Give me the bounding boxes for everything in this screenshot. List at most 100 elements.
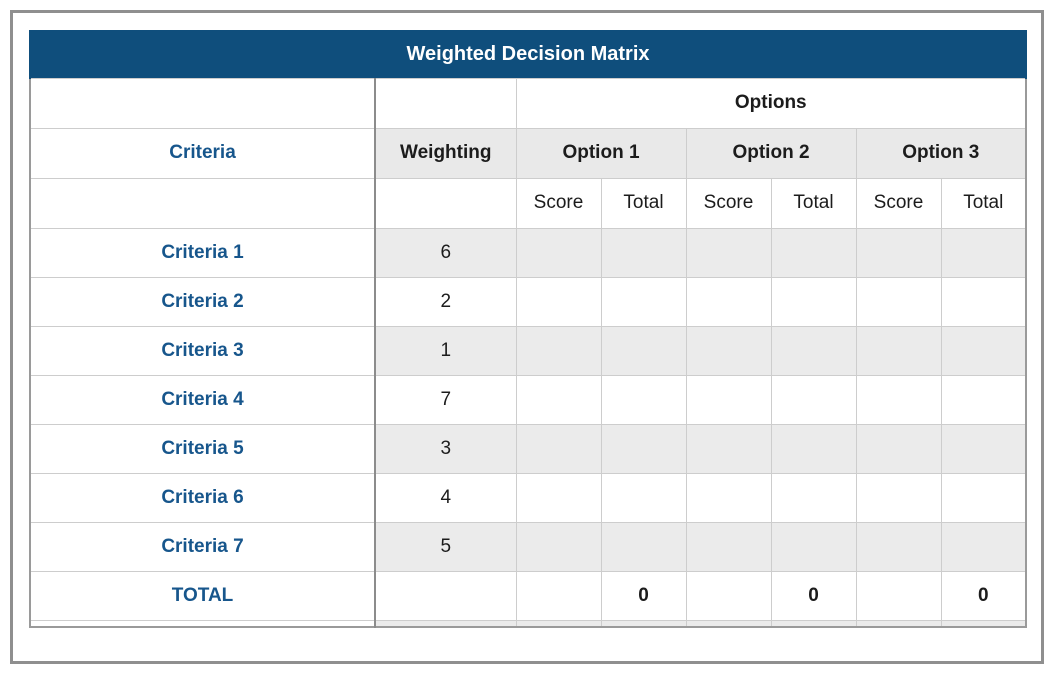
empty-cell bbox=[600, 619, 687, 628]
total-cell[interactable] bbox=[770, 227, 857, 278]
total-cell[interactable] bbox=[940, 472, 1027, 523]
weighting-column-header: Weighting bbox=[374, 127, 517, 179]
total-cell[interactable] bbox=[600, 325, 687, 376]
empty-cell bbox=[685, 619, 772, 628]
criteria-row: Criteria 1 6 bbox=[29, 227, 1027, 278]
criteria-label: Criteria 6 bbox=[29, 472, 376, 523]
option-2-total-header: Total bbox=[770, 177, 857, 229]
score-cell[interactable] bbox=[515, 570, 602, 621]
score-cell[interactable] bbox=[855, 570, 942, 621]
total-cell[interactable] bbox=[770, 276, 857, 327]
criteria-row: Criteria 4 7 bbox=[29, 374, 1027, 425]
criteria-label: Criteria 7 bbox=[29, 521, 376, 572]
score-cell[interactable] bbox=[685, 325, 772, 376]
empty-cell bbox=[29, 177, 376, 229]
weighting-value[interactable]: 1 bbox=[374, 325, 517, 376]
total-cell[interactable] bbox=[940, 423, 1027, 474]
total-cell[interactable] bbox=[940, 521, 1027, 572]
score-cell[interactable] bbox=[685, 227, 772, 278]
criteria-row: Criteria 5 3 bbox=[29, 423, 1027, 474]
criteria-label: Criteria 2 bbox=[29, 276, 376, 327]
score-cell[interactable] bbox=[515, 276, 602, 327]
weighted-decision-matrix-table: Weighted Decision Matrix Options Criteri… bbox=[28, 30, 1028, 628]
criteria-row: Criteria 6 4 bbox=[29, 472, 1027, 523]
score-cell[interactable] bbox=[515, 423, 602, 474]
score-cell[interactable] bbox=[685, 374, 772, 425]
total-cell[interactable] bbox=[600, 472, 687, 523]
total-cell[interactable] bbox=[770, 472, 857, 523]
total-cell[interactable] bbox=[770, 374, 857, 425]
total-cell[interactable] bbox=[600, 521, 687, 572]
total-cell[interactable] bbox=[940, 374, 1027, 425]
total-cell[interactable] bbox=[600, 374, 687, 425]
total-cell[interactable] bbox=[940, 276, 1027, 327]
option-1-score-header: Score bbox=[515, 177, 602, 229]
options-group-header: Options bbox=[515, 77, 1027, 129]
empty-cell bbox=[374, 177, 517, 229]
total-row: TOTAL 0 0 0 bbox=[29, 570, 1027, 621]
score-cell[interactable] bbox=[515, 472, 602, 523]
weighting-value[interactable]: 4 bbox=[374, 472, 517, 523]
criteria-row: Criteria 7 5 bbox=[29, 521, 1027, 572]
total-cell[interactable] bbox=[770, 521, 857, 572]
criteria-label: Criteria 4 bbox=[29, 374, 376, 425]
empty-cell bbox=[29, 619, 376, 628]
criteria-label: Criteria 1 bbox=[29, 227, 376, 278]
score-cell[interactable] bbox=[515, 325, 602, 376]
table-row: Options bbox=[29, 77, 1027, 129]
partial-row bbox=[29, 619, 1027, 628]
option-1-total-header: Total bbox=[600, 177, 687, 229]
table-row: Score Total Score Total Score Total bbox=[29, 177, 1027, 229]
table-row: Criteria Weighting Option 1 Option 2 Opt… bbox=[29, 127, 1027, 179]
total-cell[interactable] bbox=[770, 325, 857, 376]
option-1-total-value: 0 bbox=[600, 570, 687, 621]
score-cell[interactable] bbox=[515, 227, 602, 278]
score-cell[interactable] bbox=[855, 521, 942, 572]
total-cell[interactable] bbox=[600, 276, 687, 327]
score-cell[interactable] bbox=[855, 276, 942, 327]
score-cell[interactable] bbox=[855, 423, 942, 474]
option-2-score-header: Score bbox=[685, 177, 772, 229]
option-1-header: Option 1 bbox=[515, 127, 687, 179]
criteria-row: Criteria 3 1 bbox=[29, 325, 1027, 376]
table-row: Weighted Decision Matrix bbox=[28, 30, 1028, 79]
empty-cell bbox=[770, 619, 857, 628]
criteria-column-header: Criteria bbox=[29, 127, 376, 179]
empty-cell bbox=[29, 77, 376, 129]
total-cell[interactable] bbox=[940, 227, 1027, 278]
table-title: Weighted Decision Matrix bbox=[28, 30, 1028, 79]
criteria-label: Criteria 3 bbox=[29, 325, 376, 376]
criteria-label: Criteria 5 bbox=[29, 423, 376, 474]
score-cell[interactable] bbox=[855, 227, 942, 278]
score-cell[interactable] bbox=[685, 276, 772, 327]
option-2-header: Option 2 bbox=[685, 127, 857, 179]
score-cell[interactable] bbox=[685, 423, 772, 474]
weighting-value[interactable]: 5 bbox=[374, 521, 517, 572]
score-cell[interactable] bbox=[515, 374, 602, 425]
weighting-value[interactable]: 7 bbox=[374, 374, 517, 425]
score-cell[interactable] bbox=[685, 521, 772, 572]
score-cell[interactable] bbox=[515, 521, 602, 572]
option-3-score-header: Score bbox=[855, 177, 942, 229]
weighting-value[interactable]: 2 bbox=[374, 276, 517, 327]
weighting-value[interactable]: 3 bbox=[374, 423, 517, 474]
total-cell[interactable] bbox=[940, 325, 1027, 376]
total-cell[interactable] bbox=[600, 423, 687, 474]
score-cell[interactable] bbox=[685, 472, 772, 523]
empty-cell bbox=[855, 619, 942, 628]
score-cell[interactable] bbox=[855, 472, 942, 523]
empty-cell bbox=[374, 570, 517, 621]
option-2-total-value: 0 bbox=[770, 570, 857, 621]
score-cell[interactable] bbox=[855, 374, 942, 425]
score-cell[interactable] bbox=[855, 325, 942, 376]
empty-cell bbox=[940, 619, 1027, 628]
criteria-row: Criteria 2 2 bbox=[29, 276, 1027, 327]
score-cell[interactable] bbox=[685, 570, 772, 621]
empty-cell bbox=[515, 619, 602, 628]
option-3-total-header: Total bbox=[940, 177, 1027, 229]
weighting-value[interactable]: 6 bbox=[374, 227, 517, 278]
option-3-total-value: 0 bbox=[940, 570, 1027, 621]
total-cell[interactable] bbox=[770, 423, 857, 474]
total-label: TOTAL bbox=[29, 570, 376, 621]
total-cell[interactable] bbox=[600, 227, 687, 278]
